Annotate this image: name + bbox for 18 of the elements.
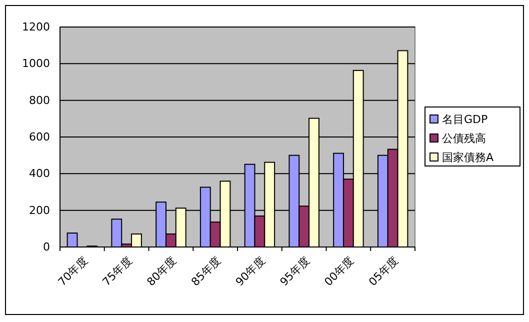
y-tick-label: 1000 [22, 57, 50, 70]
x-tick-label: 80年度 [144, 254, 180, 289]
y-tick-label: 0 [43, 240, 50, 254]
y-tick-label: 600 [29, 130, 50, 144]
y-tick-label: 400 [29, 167, 50, 180]
y-tick-label: 800 [29, 94, 50, 107]
x-tick-label: 00年度 [322, 254, 357, 289]
x-tick-label: 95年度 [278, 254, 312, 289]
y-tick-label: 1200 [22, 20, 50, 34]
legend-label: 公債残高 [442, 132, 486, 145]
y-tick-label: 200 [29, 204, 50, 217]
x-tick-label: 85年度 [188, 254, 224, 289]
x-tick-label: 70年度 [56, 254, 90, 289]
legend-label: 国家債務A [442, 151, 494, 164]
x-tick-label: 90年度 [233, 254, 268, 289]
x-tick-label: 75年度 [100, 254, 135, 289]
legend-label: 名目GDP [442, 113, 488, 126]
x-tick-label: 05年度 [366, 254, 401, 289]
